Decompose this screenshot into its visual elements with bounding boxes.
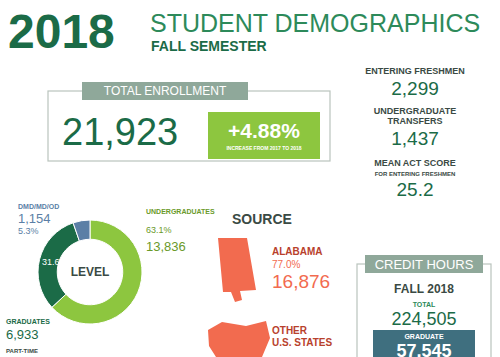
html-text:5.3%: 5.3%	[18, 226, 39, 236]
html-text:TOTAL ENROLLMENT: TOTAL ENROLLMENT	[103, 84, 227, 98]
html-text:UNDERGRADUATE: UNDERGRADUATE	[373, 106, 457, 116]
html-text:ALABAMA: ALABAMA	[272, 246, 323, 257]
html-text:INCREASE FROM 2017 TO 2018: INCREASE FROM 2017 TO 2018	[226, 145, 302, 151]
html-text:STUDENT DEMOGRAPHICS: STUDENT DEMOGRAPHICS	[150, 9, 481, 37]
html-text:13,836: 13,836	[146, 239, 186, 254]
html-text:224,505: 224,505	[391, 309, 457, 329]
html-text:GRADUATE: GRADUATE	[404, 333, 444, 340]
html-text:ENTERING FRESHMEN: ENTERING FRESHMEN	[365, 66, 465, 76]
html-text:FOR ENTERING FRESHMEN: FOR ENTERING FRESHMEN	[374, 170, 456, 177]
html-text:63.1%: 63.1%	[146, 225, 172, 235]
html-text:GRADUATES: GRADUATES	[6, 318, 50, 325]
html-text:MEAN ACT SCORE: MEAN ACT SCORE	[374, 158, 456, 168]
html-text:TOTAL: TOTAL	[412, 301, 436, 308]
html-text:FALL 2018: FALL 2018	[394, 282, 454, 296]
html-text:CREDIT HOURS: CREDIT HOURS	[374, 257, 474, 272]
html-text:2,299: 2,299	[391, 77, 439, 99]
html-text:21,923: 21,923	[62, 111, 179, 153]
html-text:UNDERGRADUATES: UNDERGRADUATES	[146, 208, 215, 215]
html-text:OTHER: OTHER	[272, 325, 307, 336]
html-text:1,437: 1,437	[391, 128, 439, 149]
html-text:25.2: 25.2	[396, 178, 434, 200]
html-text:1,154: 1,154	[18, 211, 51, 226]
html-text:16,876: 16,876	[272, 271, 331, 292]
html-text:FALL SEMESTER: FALL SEMESTER	[151, 38, 267, 54]
svg-text:LEVEL: LEVEL	[71, 265, 110, 279]
html-text:31.6%: 31.6%	[42, 257, 68, 267]
html-text:PART-TIME: PART-TIME	[6, 348, 38, 354]
html-text:DMD/MD/OD: DMD/MD/OD	[18, 203, 60, 210]
html-text:2018: 2018	[8, 5, 115, 58]
html-text:77.0%: 77.0%	[272, 259, 301, 270]
html-text:U.S. STATES: U.S. STATES	[272, 336, 333, 348]
html-text:TRANSFERS: TRANSFERS	[387, 116, 443, 127]
html-text:6,933: 6,933	[6, 327, 39, 342]
html-text:+4.88%: +4.88%	[228, 119, 300, 142]
html-text:SOURCE: SOURCE	[232, 211, 292, 227]
